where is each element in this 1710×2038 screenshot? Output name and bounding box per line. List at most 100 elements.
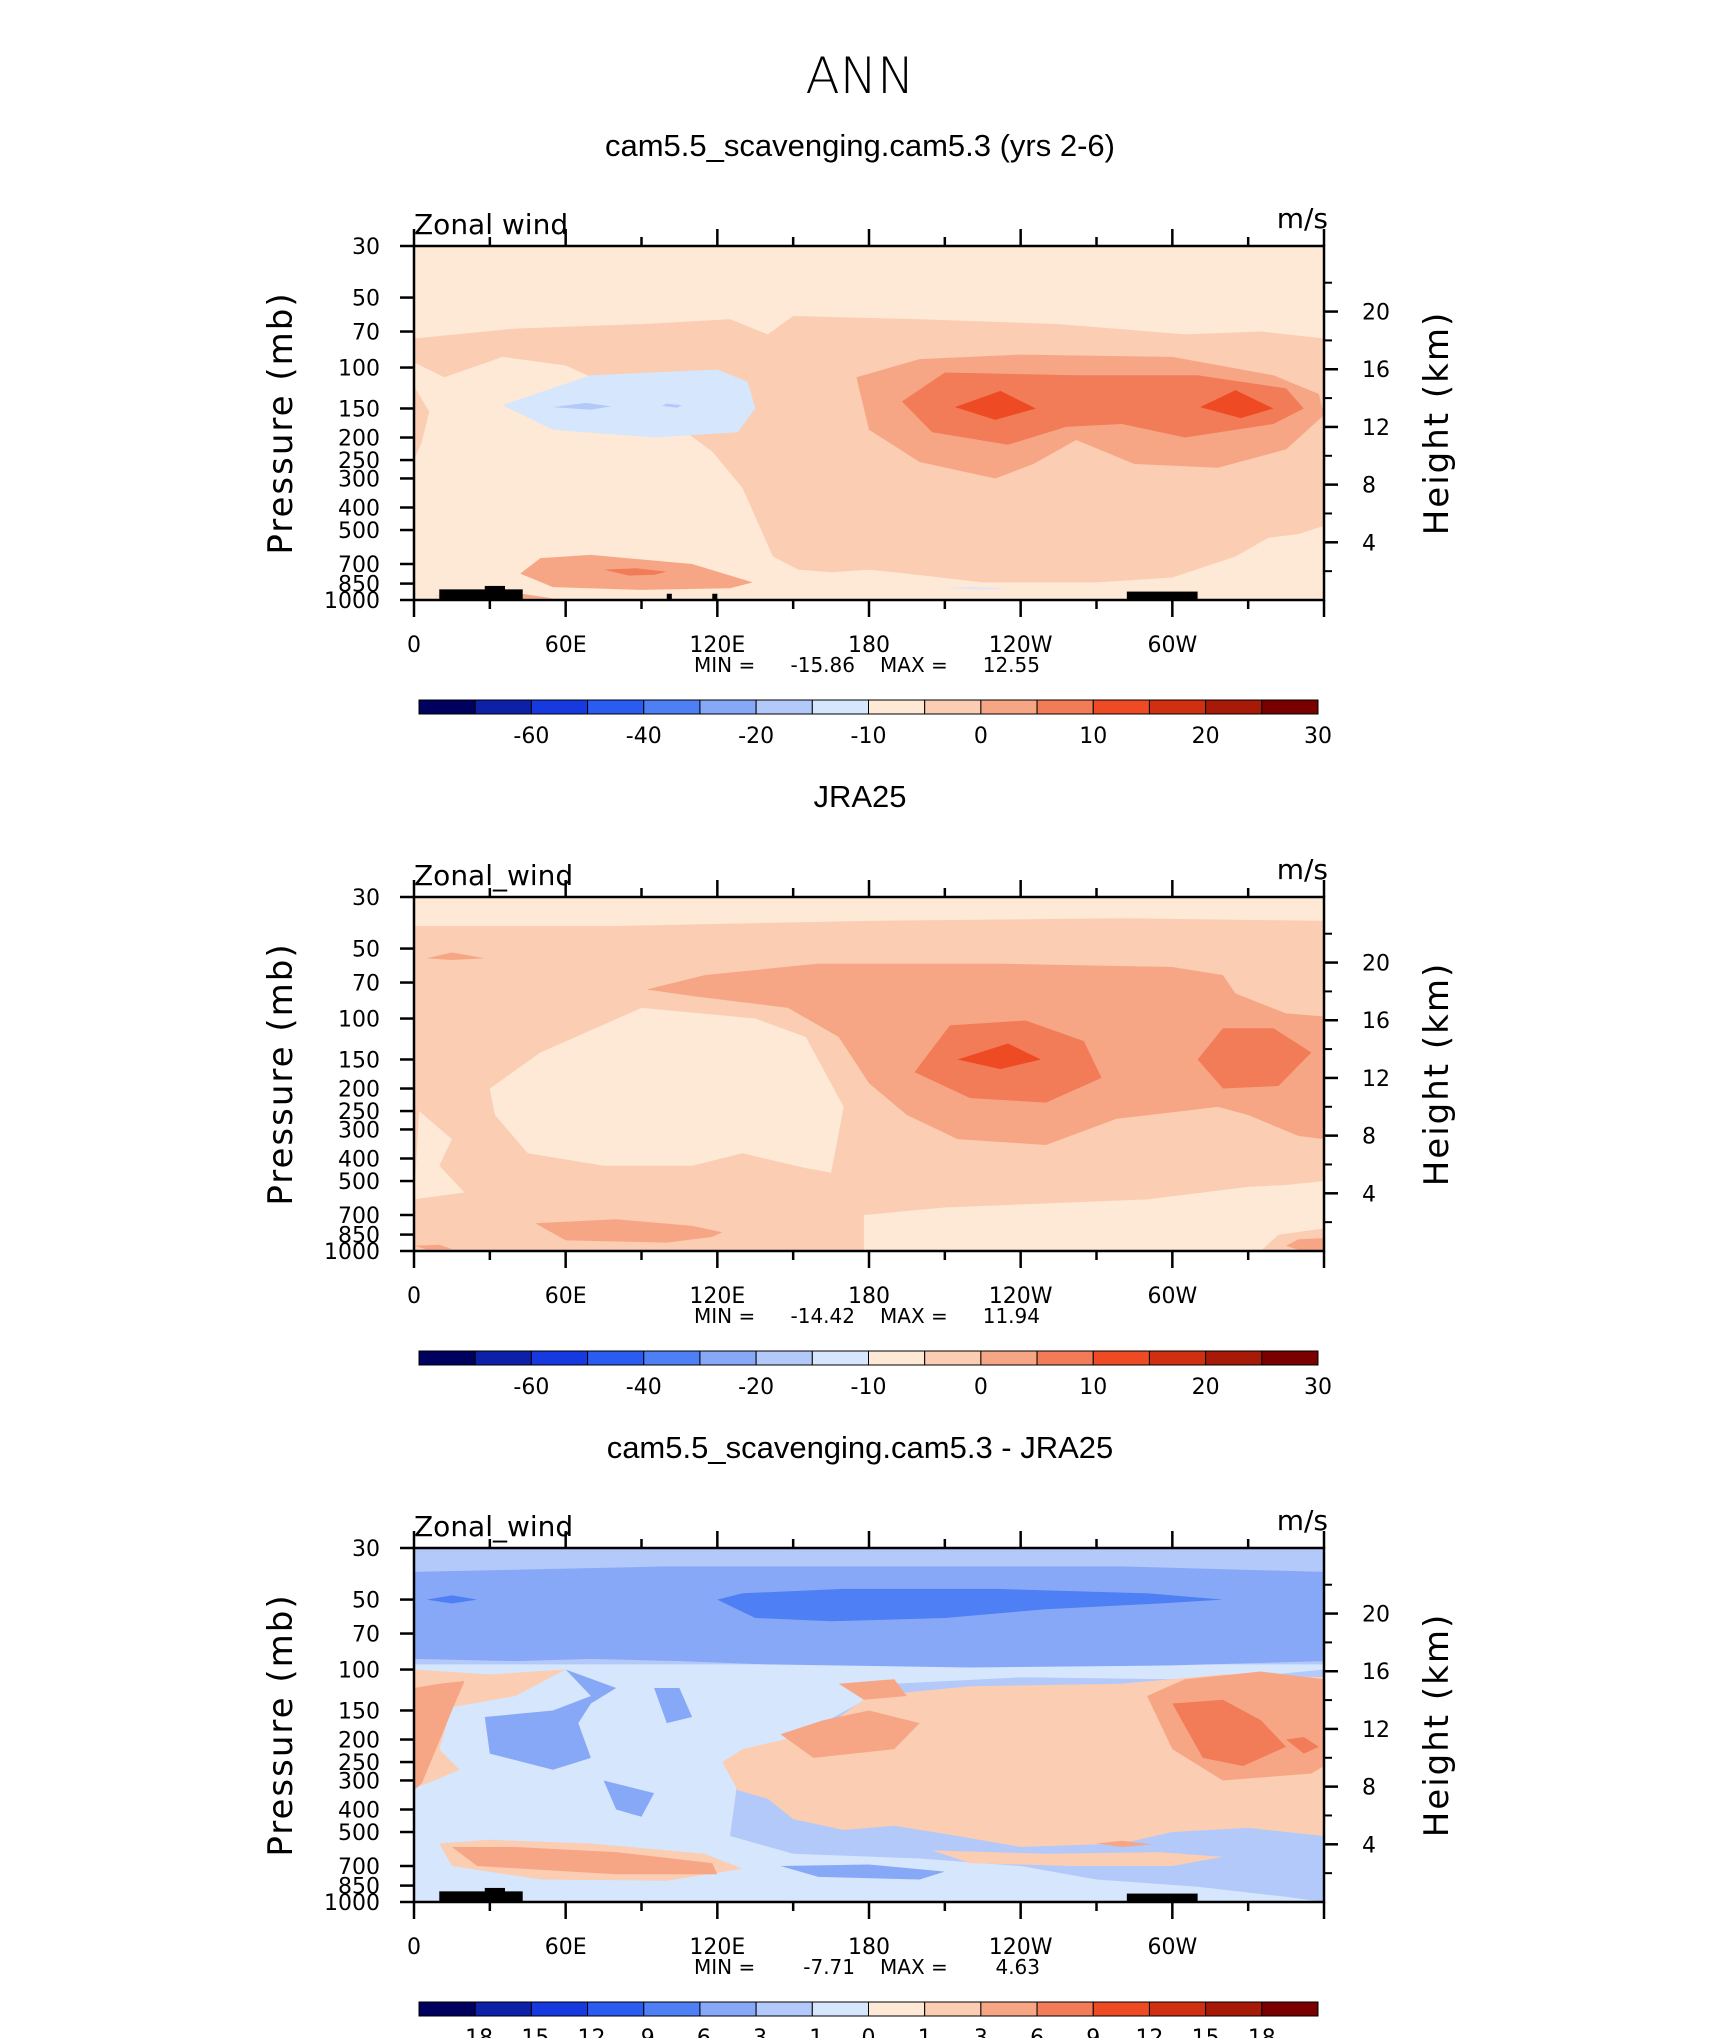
colorbar-swatch [1092,1350,1150,1366]
colorbar-swatch [1092,2001,1150,2017]
colorbar-swatch [980,699,1038,715]
contour-field [414,897,1324,1251]
colorbar-tick-label: -60 [513,1375,549,1400]
y2-tick-label: 4 [1362,1833,1376,1858]
y2-tick-label: 16 [1362,1009,1390,1034]
y-tick-label: 30 [352,886,380,911]
min-value: -14.42 [791,1304,855,1328]
colorbar-swatch [1261,699,1319,715]
y-tick-label: 1000 [324,1240,380,1265]
colorbar-swatch [1148,2001,1207,2017]
x-tick-label: 180 [848,1935,890,1960]
y-tick-label: 250 [338,449,380,474]
colorbar-swatch [699,2001,757,2017]
contour-region [426,1595,478,1604]
contour-field [414,246,1324,600]
colorbar-tick-label: 18 [1248,2026,1276,2038]
colorbar-swatch [530,699,589,715]
contour-region [780,1710,920,1758]
figure-title: ANN [805,47,914,105]
y-tick-label: 500 [338,519,380,544]
colorbar-swatch [699,699,757,715]
contour-region [489,1007,844,1173]
y-tick-label: 150 [338,1048,380,1073]
colorbar-swatch [980,1350,1038,1366]
colorbar-swatch [1148,1350,1207,1366]
y-axis-title: Pressure (mb) [261,1593,301,1856]
panel-1: cam5.5_scavenging.cam5.3 (yrs 2-6) Zonal … [261,128,1457,749]
colorbar-tick-label: 10 [1079,724,1107,749]
y2-tick-label: 16 [1362,1660,1390,1685]
colorbar-swatch [811,699,869,715]
colorbar-swatch [1036,1350,1094,1366]
max-value: 12.55 [983,653,1040,677]
colorbar: -60 -40 -20 -10 0 10 20 30 [418,699,1332,749]
contour-region [838,1679,907,1700]
topography-mask [484,585,505,600]
contour-region [957,1043,1041,1070]
topography-mask [666,593,672,600]
max-value: 4.63 [995,1955,1040,1979]
contour-region [717,1588,1223,1622]
x-tick-label: 120W [989,1284,1053,1309]
x-tick-label: 60E [545,1935,587,1960]
min-label: MIN = [694,653,755,677]
x-tick-label: 60E [545,633,587,658]
contour-region [414,897,1324,926]
x-tick-label: 120E [689,1284,745,1309]
min-label: MIN = [694,1304,755,1328]
contour-region [1286,1737,1319,1754]
panels-container: cam5.5_scavenging.cam5.3 (yrs 2-6) Zonal … [261,128,1457,2038]
contour-region [502,369,756,438]
y-axis-title: Pressure (mb) [261,291,301,554]
y-tick-label: 300 [338,467,380,492]
colorbar-tick-label: 0 [974,724,988,749]
x-tick-label: 180 [848,1284,890,1309]
colorbar-swatch [1092,699,1150,715]
colorbar-swatch [474,699,532,715]
panel-title: JRA25 [813,779,906,814]
units-label: m/s [1277,1504,1328,1537]
max-label: MAX = [880,653,948,677]
y2-axis-title: Height (km) [1417,962,1457,1187]
y-tick-label: 300 [338,1769,380,1794]
contour-region [535,1219,723,1243]
colorbar-swatch [587,1350,645,1366]
colorbar-swatch [811,1350,869,1366]
variable-label: Zonal_wind [414,859,573,892]
y-tick-label: 850 [338,1875,380,1900]
contour-region [661,403,682,408]
y-tick-label: 700 [338,1855,380,1880]
y2-tick-label: 4 [1362,531,1376,556]
colorbar-swatch [418,699,476,715]
x-tick-label: 120E [689,1935,745,1960]
max-value: 11.94 [983,1304,1040,1328]
colorbar-swatch [530,2001,589,2017]
y-axis-title: Pressure (mb) [261,942,301,1205]
colorbar-tick-label: 20 [1192,1375,1220,1400]
colorbar-swatch [1261,1350,1319,1366]
colorbar-swatch [980,2001,1038,2017]
colorbar-swatch [699,1350,757,1366]
colorbar-swatch [643,1350,701,1366]
colorbar-swatch [587,699,645,715]
colorbar-tick-label: -10 [851,724,887,749]
colorbar-swatch [418,2001,476,2017]
y-tick-label: 500 [338,1170,380,1195]
contour-region [1096,1840,1153,1847]
topography-mask [1126,1893,1198,1902]
colorbar-tick-label: -1 [801,2026,823,2038]
contour-region [932,1850,1223,1866]
x-tick-label: 0 [407,633,421,658]
colorbar-tick-label: -18 [457,2026,493,2038]
y-tick-label: 100 [338,1659,380,1684]
colorbar-swatch [868,2001,926,2017]
y-tick-label: 50 [352,1589,380,1614]
y-tick-label: 400 [338,1147,380,1172]
colorbar-swatch [1036,699,1094,715]
max-label: MAX = [880,1955,948,1979]
colorbar-tick-label: -15 [513,2026,549,2038]
colorbar-tick-label: 1 [918,2026,932,2038]
colorbar-swatch [868,699,926,715]
contour-region [451,1847,718,1875]
